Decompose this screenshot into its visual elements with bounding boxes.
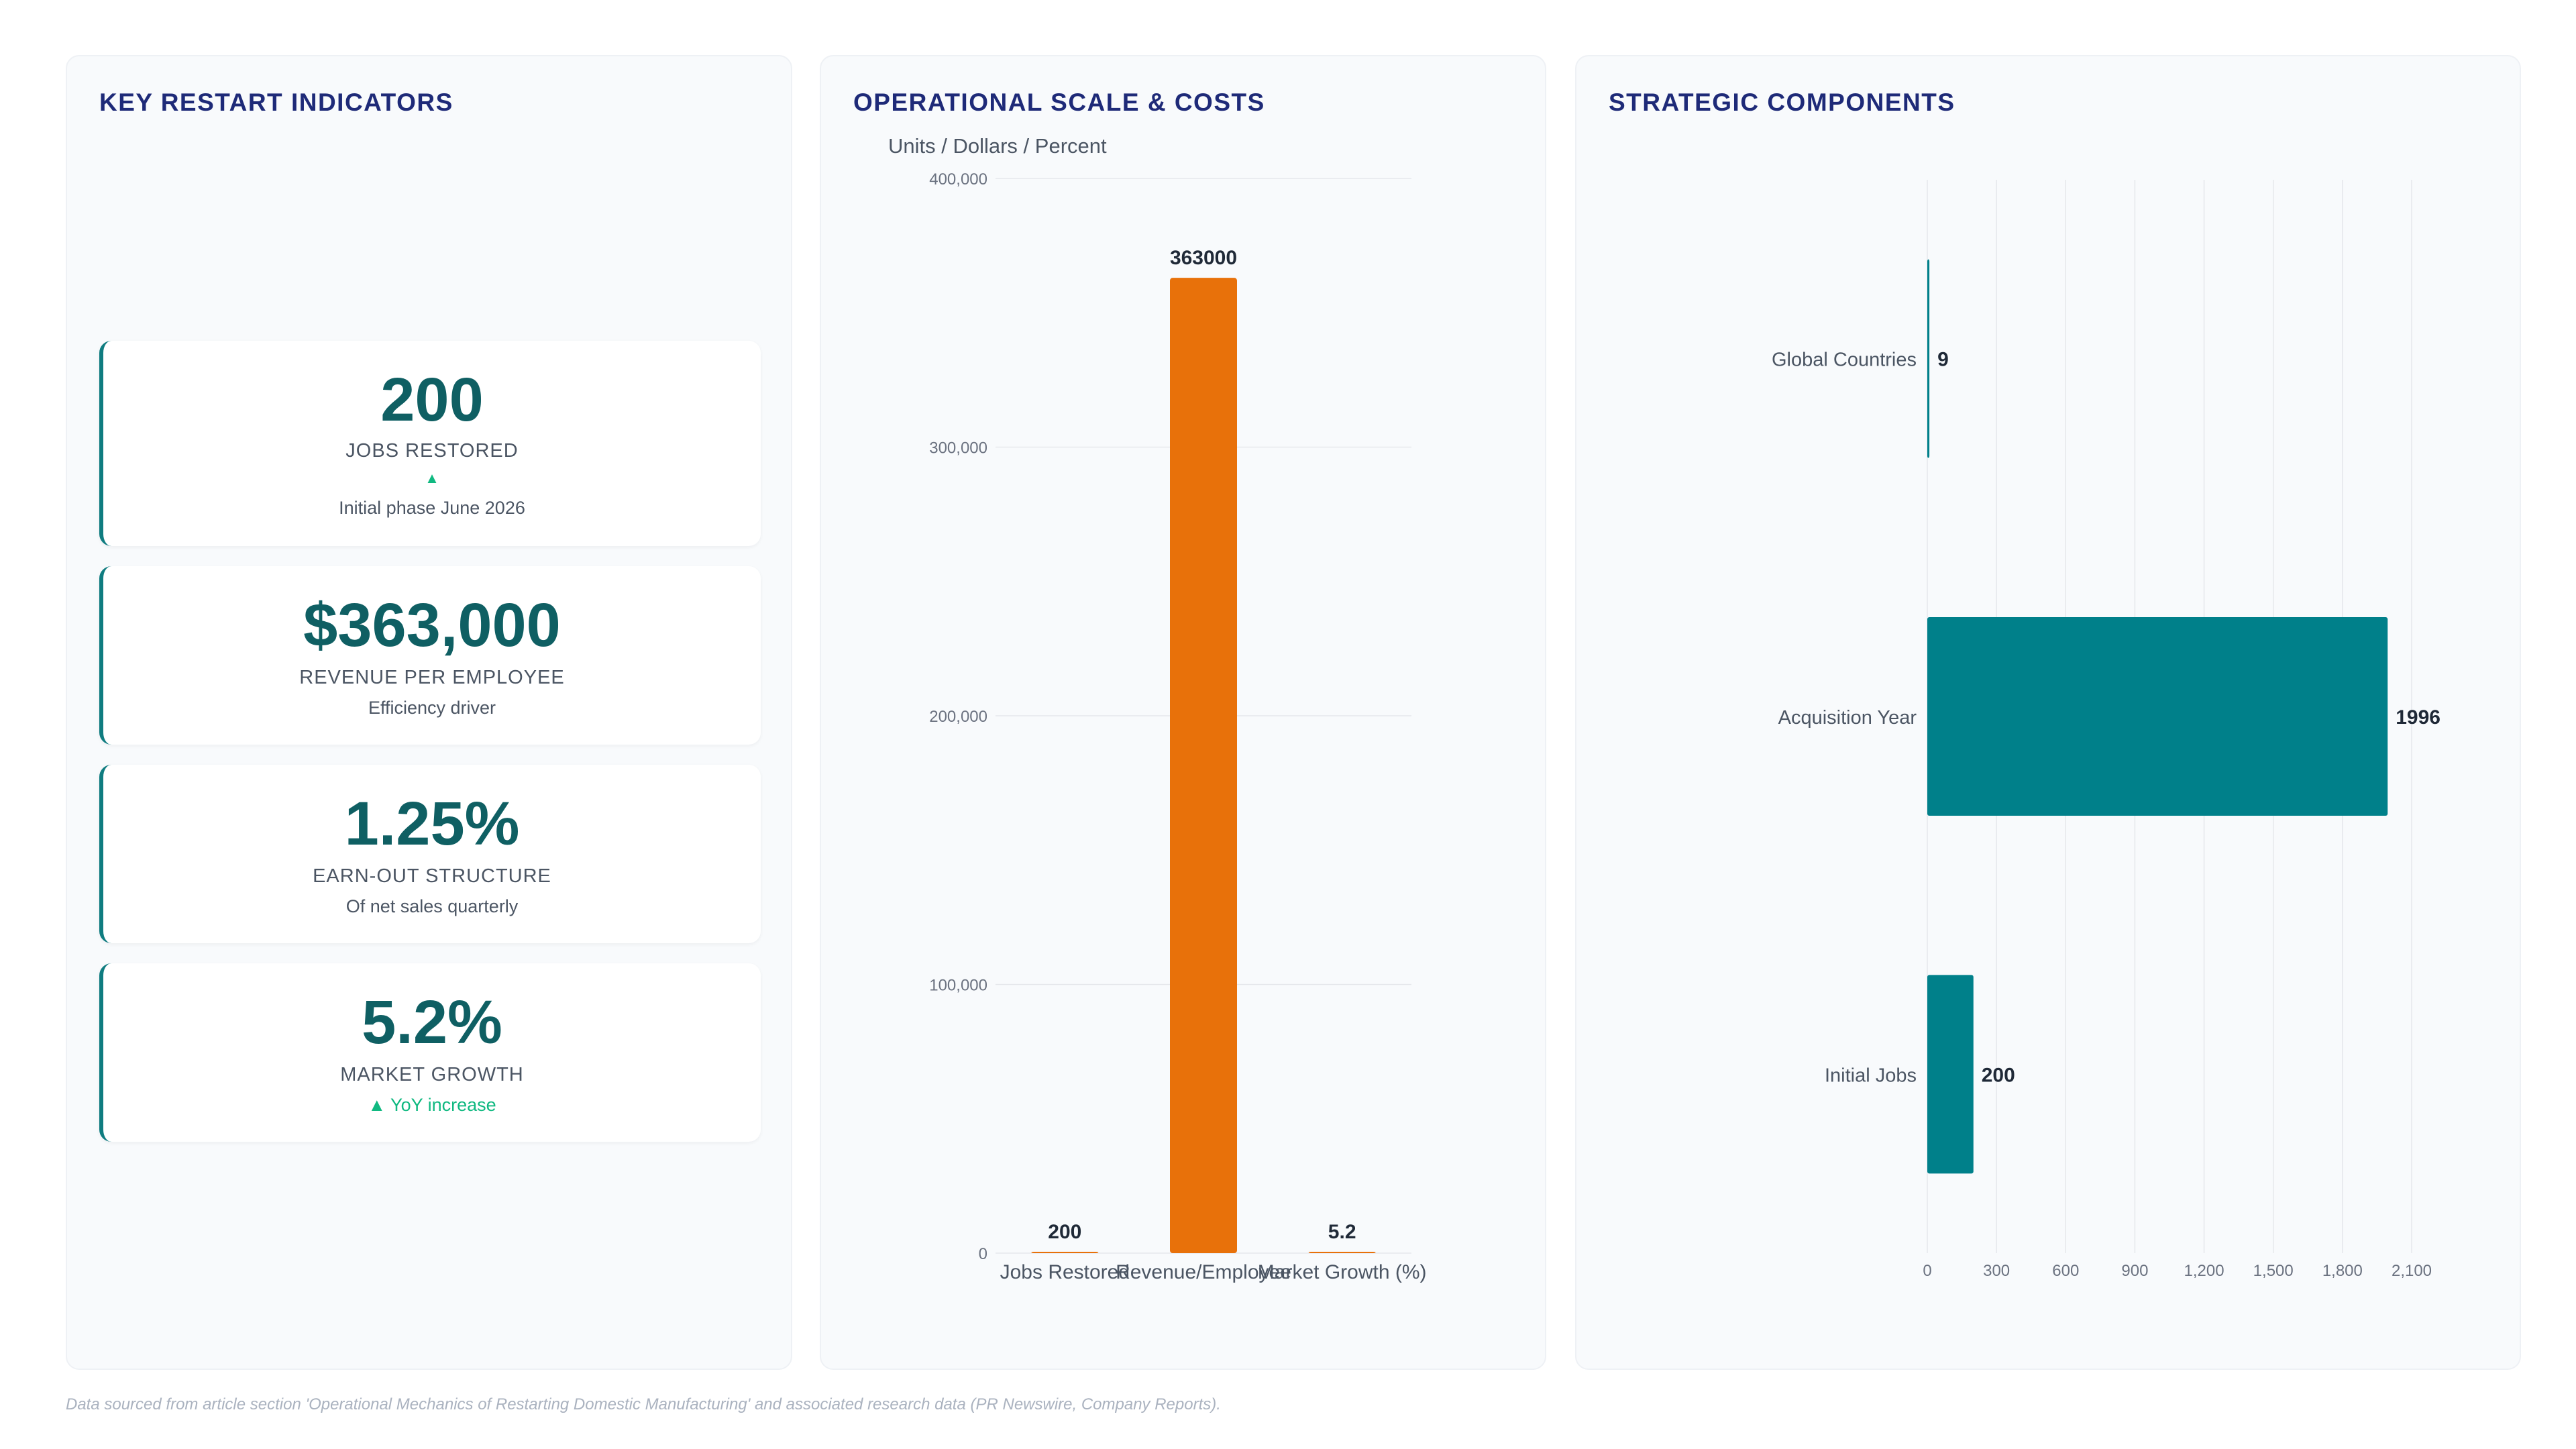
x-tick-label: Market Growth (%)	[1258, 1261, 1427, 1283]
y-axis-label: Units / Dollars / Percent	[888, 134, 1107, 158]
data-label: 200	[1982, 1064, 2015, 1086]
y-tick-label: 200,000	[929, 708, 987, 726]
x-tick-label: 1,500	[2253, 1262, 2294, 1280]
x-tick-label: 1,800	[2322, 1262, 2363, 1280]
kpi-card-market: 5.2% MARKET GROWTH ▲ YoY increase	[99, 963, 761, 1142]
x-tick-label: 600	[2052, 1262, 2079, 1280]
kpi-sub: Initial phase June 2026	[339, 498, 525, 518]
bar	[1170, 278, 1237, 1253]
ops-bar-chart: Units / Dollars / Percent 0 100,000 200,000…	[888, 134, 1427, 1283]
x-tick-label: Revenue/Employee	[1116, 1261, 1291, 1283]
x-tick-label: 1,200	[2184, 1262, 2224, 1280]
bar	[1927, 259, 1930, 458]
kpi-label: EARN-OUT STRUCTURE	[313, 865, 551, 887]
kpi-card-earnout: 1.25% EARN-OUT STRUCTURE Of net sales qu…	[99, 765, 761, 943]
y-tick-label: Global Countries	[1772, 350, 1917, 371]
bar	[1927, 617, 2388, 816]
bar	[1927, 975, 1974, 1174]
y-tick-label: Initial Jobs	[1825, 1065, 1917, 1086]
kpi-value: 5.2%	[362, 988, 502, 1057]
x-tick-label: 2,100	[2392, 1262, 2432, 1280]
x-tick-label: 900	[2121, 1262, 2148, 1280]
kpi-label: REVENUE PER EMPLOYEE	[299, 667, 565, 688]
data-label: 200	[1048, 1221, 1081, 1243]
bar	[1031, 1252, 1099, 1253]
x-tick-label: 0	[1923, 1262, 1931, 1280]
kpi-card-revenue: $363,000 REVENUE PER EMPLOYEE Efficiency…	[99, 566, 761, 745]
source-footnote: Data sourced from article section 'Opera…	[66, 1395, 1221, 1413]
ops-panel-title: OPERATIONAL SCALE & COSTS	[853, 89, 1265, 116]
strat-bar-chart: 0 300 600 900 1,200 1,500 1,800 2,100 9 Global Co…	[1772, 180, 2440, 1280]
kpi-label: JOBS RESTORED	[345, 440, 519, 462]
y-tick-label: 100,000	[929, 977, 987, 995]
kpi-label: MARKET GROWTH	[340, 1064, 524, 1085]
data-label: 9	[1937, 349, 1949, 371]
kpi-panel-title: KEY RESTART INDICATORS	[99, 89, 453, 116]
strat-panel: STRATEGIC COMPONENTS 0 300 600 900 1,200 1,50…	[1575, 55, 2521, 1370]
kpi-sub: ▲ YoY increase	[368, 1095, 496, 1115]
y-tick-label: 0	[979, 1245, 987, 1263]
x-tick-label: Jobs Restored	[1000, 1261, 1130, 1283]
kpi-sub: Of net sales quarterly	[345, 896, 519, 916]
strat-panel-title: STRATEGIC COMPONENTS	[1609, 89, 1955, 116]
kpi-card-jobs: 200 JOBS RESTORED ▲ Initial phase June 2…	[99, 341, 761, 546]
ops-panel: OPERATIONAL SCALE & COSTS Units / Dollar…	[820, 55, 1546, 1370]
y-tick-label: 300,000	[929, 439, 987, 458]
kpi-sub: Efficiency driver	[368, 698, 496, 718]
trend-up-icon: ▲	[425, 470, 439, 486]
x-tick-label: 300	[1983, 1262, 2010, 1280]
kpi-panel: KEY RESTART INDICATORS 200 JOBS RESTORED…	[66, 55, 792, 1370]
data-label: 363000	[1170, 247, 1237, 269]
kpi-value: $363,000	[303, 591, 561, 659]
kpi-value: 1.25%	[344, 790, 520, 858]
kpi-value: 200	[380, 366, 484, 434]
data-label: 5.2	[1328, 1221, 1356, 1243]
y-tick-label: Acquisition Year	[1778, 707, 1917, 729]
data-label: 1996	[2396, 706, 2440, 729]
bar	[1308, 1252, 1376, 1253]
y-tick-label: 400,000	[929, 170, 987, 189]
